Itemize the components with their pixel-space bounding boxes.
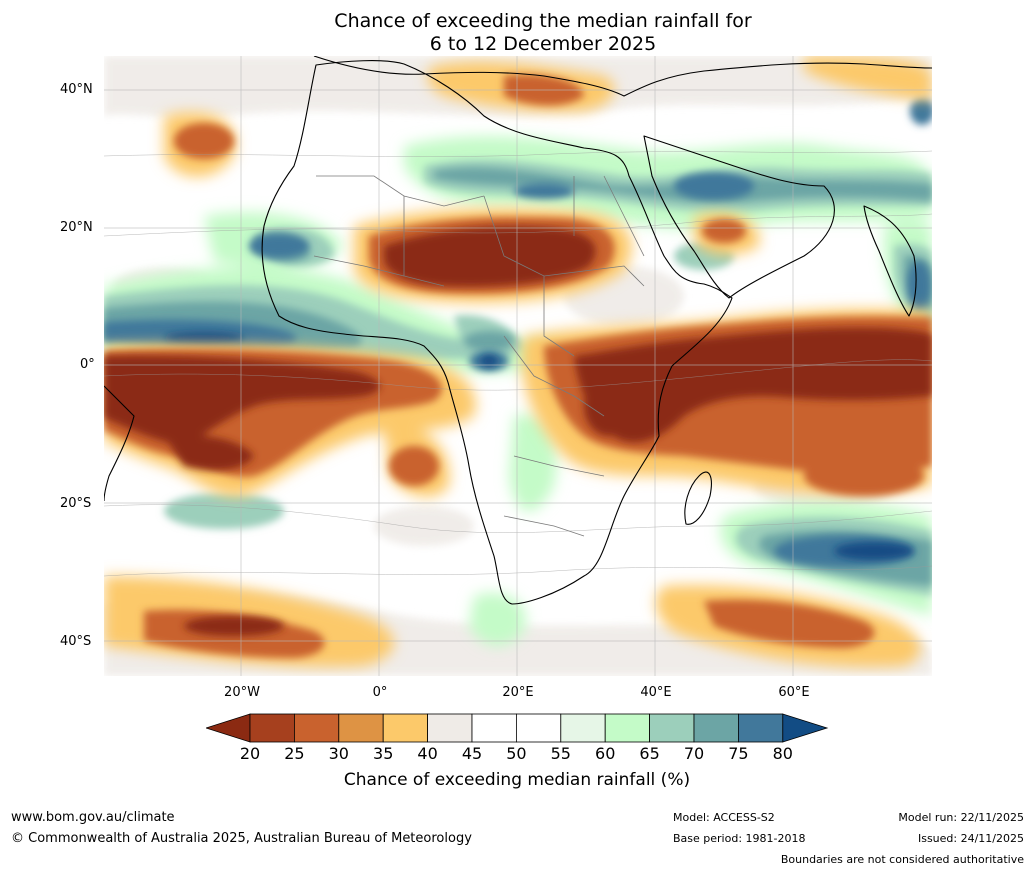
colorbar-tick-65: 65 (639, 744, 660, 763)
colorbar-tick-40: 40 (417, 744, 438, 763)
colorbar-bin-65-70 (649, 713, 695, 743)
europe-coastline (313, 56, 932, 97)
colorbar-bin-30-35 (338, 713, 384, 743)
lat-label-20n: 20°N (60, 220, 93, 235)
coastlines (104, 56, 932, 605)
lat-label-20s: 20°S (60, 496, 92, 511)
colorbar-bin-40-45 (427, 713, 473, 743)
colorbar-tick-45: 45 (461, 744, 483, 763)
colorbar-bin-60-65 (604, 713, 651, 743)
colorbar-tick-35: 35 (373, 744, 394, 763)
colorbar-tick-60: 60 (595, 744, 616, 763)
graticule (104, 56, 932, 676)
website-link[interactable]: www.bom.gov.au/climate (11, 810, 175, 825)
india-coastline (863, 205, 917, 317)
colorbar-bin-35-40 (382, 713, 428, 743)
drier-areas (104, 56, 932, 667)
lat-label-40n: 40°N (60, 82, 93, 97)
colorbar-bin-55-60 (560, 713, 606, 743)
title-line-1: Chance of exceeding the median rainfall … (334, 10, 752, 32)
colorbar-bin-20-25 (249, 713, 295, 743)
model-run-date: Model run: 22/11/2025 (898, 811, 1024, 824)
colorbar-tick-30: 30 (328, 744, 349, 763)
colorbar-extend-low (204, 713, 251, 743)
madagascar-coastline (684, 471, 712, 525)
south-america-coastline (104, 385, 135, 502)
contour-lines (104, 150, 932, 577)
colorbar (204, 713, 830, 743)
chart-title: Chance of exceeding the median rainfall … (104, 10, 982, 56)
colorbar-bin-50-55 (515, 713, 562, 743)
lat-label-equator: 0° (80, 357, 95, 372)
colorbar-bin-75-80 (738, 713, 784, 743)
colorbar-bin-70-75 (693, 713, 739, 743)
lon-label-40e: 40°E (640, 685, 672, 700)
lon-label-0: 0° (372, 685, 388, 700)
colorbar-tick-20: 20 (239, 744, 261, 763)
lon-label-20w: 20°W (224, 685, 260, 700)
issued-date: Issued: 24/11/2025 (917, 832, 1024, 845)
model-name: Model: ACCESS-S2 (673, 811, 775, 824)
lon-label-20e: 20°E (502, 685, 534, 700)
base-period: Base period: 1981-2018 (673, 832, 806, 845)
colorbar-tick-80: 80 (772, 744, 793, 763)
title-line-2: 6 to 12 December 2025 (429, 33, 657, 55)
country-borders (313, 175, 645, 537)
colorbar-tick-70: 70 (683, 744, 705, 763)
colorbar-tick-75: 75 (728, 744, 749, 763)
colorbar-extend-high (782, 713, 829, 743)
rainfall-probability-map (104, 56, 932, 676)
africa-coastline (261, 60, 733, 605)
colorbar-bin-25-30 (294, 713, 340, 743)
copyright-text: © Commonwealth of Australia 2025, Austra… (11, 831, 472, 846)
colorbar-tick-25: 25 (284, 744, 305, 763)
colorbar-bin-45-50 (471, 713, 517, 743)
colorbar-tick-55: 55 (550, 744, 571, 763)
colorbar-title: Chance of exceeding median rainfall (%) (343, 770, 691, 790)
boundaries-disclaimer: Boundaries are not considered authoritat… (780, 853, 1024, 866)
arabia-coastline (643, 135, 835, 299)
lat-label-40s: 40°S (60, 634, 92, 649)
lon-label-60e: 60°E (778, 685, 810, 700)
colorbar-tick-50: 50 (506, 744, 527, 763)
